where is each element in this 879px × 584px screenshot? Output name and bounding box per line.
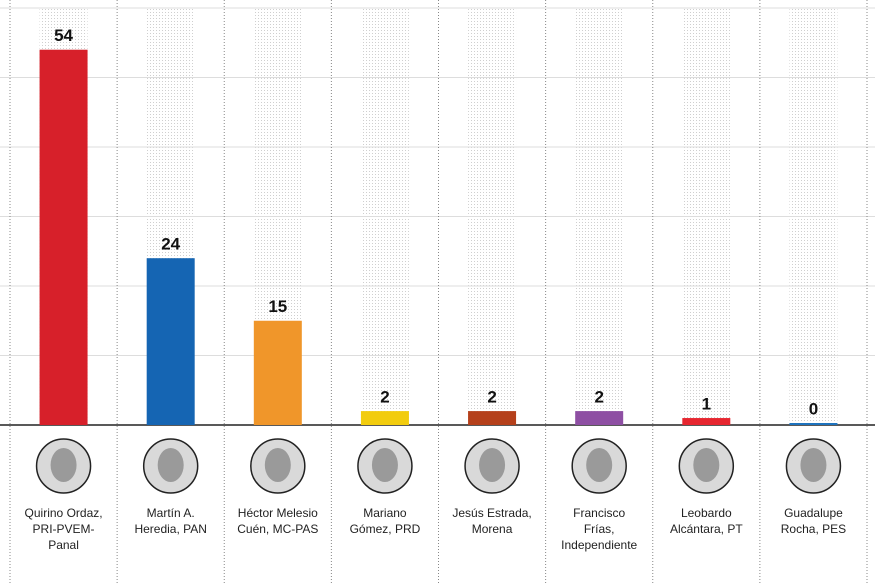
photo-face — [371, 448, 398, 482]
candidate-name: Leobardo Alcántara, PT — [669, 506, 743, 536]
value-label: 54 — [54, 26, 73, 45]
bar — [789, 423, 838, 425]
candidate-name: Francisco Frías, Independiente — [561, 506, 638, 552]
photo-face — [800, 448, 827, 482]
value-label: 2 — [594, 388, 603, 407]
photo-face — [50, 448, 77, 482]
bar — [39, 49, 88, 425]
candidate-name: Quirino Ordaz, PRI-PVEM- Panal — [24, 506, 103, 552]
value-label: 15 — [268, 297, 287, 316]
candidate-name: Jesús Estrada, Morena — [452, 506, 532, 536]
bar — [468, 411, 517, 425]
value-label: 2 — [487, 388, 496, 407]
photo-face — [157, 448, 184, 482]
value-label: 24 — [161, 235, 180, 254]
candidate-name: Héctor Melesio Cuén, MC-PAS — [237, 506, 319, 536]
bar — [146, 258, 195, 425]
photo-face — [264, 448, 291, 482]
candidate-name: Guadalupe Rocha, PES — [780, 506, 847, 536]
value-label: 0 — [809, 399, 818, 418]
bar — [682, 418, 731, 425]
bar — [253, 320, 302, 425]
bar — [575, 411, 624, 425]
candidate-name: Martín A. Heredia, PAN — [134, 506, 207, 536]
bar — [360, 411, 409, 425]
candidate-name: Mariano Gómez, PRD — [349, 506, 421, 536]
value-label: 2 — [380, 388, 389, 407]
photo-face — [479, 448, 506, 482]
photo-face — [586, 448, 613, 482]
value-label: 1 — [702, 395, 711, 414]
photo-face — [693, 448, 720, 482]
